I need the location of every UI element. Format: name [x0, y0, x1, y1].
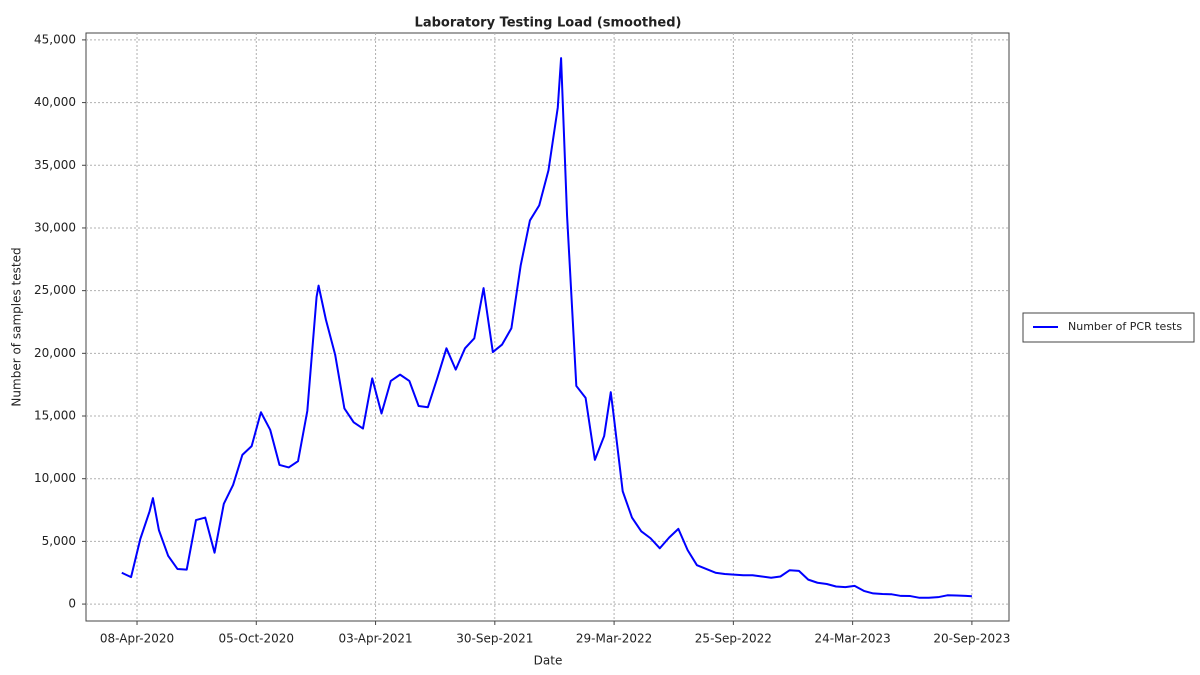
x-axis-label: Date [534, 654, 563, 668]
plot-frame [85, 32, 1010, 622]
y-tick-label: 25,000 [34, 283, 76, 297]
y-tick-label: 10,000 [34, 471, 76, 485]
x-tick-label: 24-Mar-2023 [814, 632, 890, 646]
x-tick-label: 30-Sep-2021 [456, 632, 533, 646]
y-tick-label: 5,000 [42, 534, 76, 548]
y-tick-label: 40,000 [34, 95, 76, 109]
x-tick-label: 25-Sep-2022 [695, 632, 772, 646]
x-tick-label: 03-Apr-2021 [338, 632, 412, 646]
y-tick-label: 0 [68, 597, 76, 611]
legend-label: Number of PCR tests [1068, 320, 1182, 333]
y-tick-label: 35,000 [34, 158, 76, 172]
y-tick-label: 30,000 [34, 220, 76, 234]
x-tick-label: 29-Mar-2022 [576, 632, 652, 646]
y-tick-label: 15,000 [34, 409, 76, 423]
x-tick-label: 20-Sep-2023 [933, 632, 1010, 646]
y-tick-label: 45,000 [34, 32, 76, 46]
chart-title: Laboratory Testing Load (smoothed) [415, 16, 682, 31]
y-tick-label: 20,000 [34, 346, 76, 360]
x-tick-label: 05-Oct-2020 [219, 632, 295, 646]
x-tick-label: 08-Apr-2020 [100, 632, 174, 646]
data-line [121, 57, 972, 599]
y-axis-label: Number of samples tested [10, 247, 24, 406]
